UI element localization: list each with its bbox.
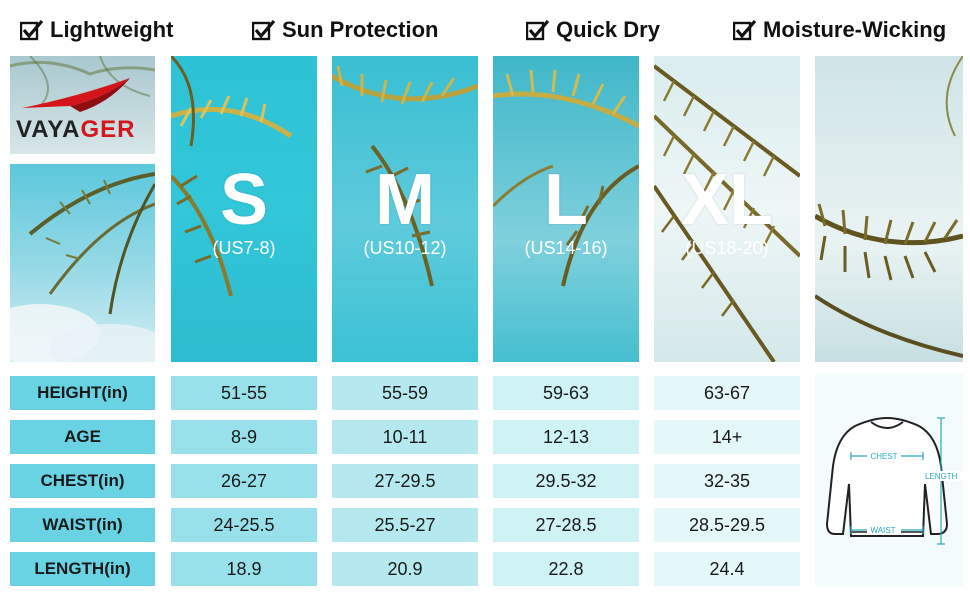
size-us-range: (US18-20) <box>685 238 769 258</box>
palm-leaves-icon <box>654 64 800 362</box>
checkbox-check-icon <box>252 19 276 41</box>
row-label-chest: CHEST(in) <box>10 464 155 498</box>
row-label-length: LENGTH(in) <box>10 552 155 586</box>
table-cell: 27-28.5 <box>493 508 639 542</box>
palm-leaves-icon <box>493 69 639 287</box>
size-panel-m: M (US10-12) <box>332 56 478 362</box>
table-cell: 32-35 <box>654 464 800 498</box>
size-us-range: (US14-16) <box>524 238 608 258</box>
table-cell: 63-67 <box>654 376 800 410</box>
checkbox-check-icon <box>733 19 757 41</box>
palm-photo-icon <box>10 56 155 112</box>
brand-part1: VAYA <box>16 116 81 143</box>
feature-label: Quick Dry <box>556 17 660 42</box>
feature-lightweight: Lightweight <box>20 14 173 46</box>
size-us-range: (US7-8) <box>212 238 276 258</box>
feature-label: Sun Protection <box>282 17 439 42</box>
palm-leaves-icon <box>171 56 293 297</box>
feature-moisture-wicking: Moisture-Wicking <box>733 14 946 46</box>
sweatshirt-icon: CHEST WAIST LENGTH <box>825 416 963 545</box>
palm-photo <box>10 164 155 362</box>
table-cell: 10-11 <box>332 420 478 454</box>
palm-photo-right <box>815 56 963 362</box>
feature-label: Lightweight <box>50 17 174 42</box>
row-label-height: HEIGHT(in) <box>10 376 155 410</box>
length-label: LENGTH <box>925 472 958 481</box>
table-cell: 20.9 <box>332 552 478 586</box>
sweatshirt-diagram: CHEST WAIST LENGTH <box>815 374 963 586</box>
table-cell: 28.5-29.5 <box>654 508 800 542</box>
brand-logo: VAYAGER <box>10 56 155 154</box>
feature-label: Moisture-Wicking <box>763 17 947 42</box>
palm-leaves-icon <box>815 56 963 358</box>
size-letter: S <box>219 160 269 240</box>
checkbox-check-icon <box>20 19 44 41</box>
table-cell: 29.5-32 <box>493 464 639 498</box>
feature-quick-dry: Quick Dry <box>526 14 660 46</box>
table-cell: 59-63 <box>493 376 639 410</box>
table-cell: 26-27 <box>171 464 317 498</box>
size-us-range: (US10-12) <box>363 238 447 258</box>
size-letter: XL <box>680 160 773 240</box>
table-cell: 51-55 <box>171 376 317 410</box>
size-letter: M <box>375 160 435 240</box>
table-cell: 18.9 <box>171 552 317 586</box>
size-panel-l: L (US14-16) <box>493 56 639 362</box>
table-cell: 55-59 <box>332 376 478 410</box>
chest-label: CHEST <box>870 452 897 461</box>
row-label-age: AGE <box>10 420 155 454</box>
size-panel-xl: XL (US18-20) <box>654 56 800 362</box>
table-cell: 24.4 <box>654 552 800 586</box>
brand-part2: GER <box>80 116 136 143</box>
size-letter: L <box>544 160 588 240</box>
table-cell: 24-25.5 <box>171 508 317 542</box>
table-cell: 14+ <box>654 420 800 454</box>
feature-sun-protection: Sun Protection <box>252 14 438 46</box>
brand-wordmark: VAYAGER <box>16 116 136 144</box>
size-panel-s: S (US7-8) <box>171 56 317 362</box>
row-label-waist: WAIST(in) <box>10 508 155 542</box>
table-cell: 27-29.5 <box>332 464 478 498</box>
table-cell: 8-9 <box>171 420 317 454</box>
checkbox-check-icon <box>526 19 550 41</box>
palm-leaves-icon <box>10 172 155 362</box>
table-cell: 22.8 <box>493 552 639 586</box>
palm-leaves-icon <box>332 65 478 287</box>
waist-label: WAIST <box>870 526 895 535</box>
table-cell: 12-13 <box>493 420 639 454</box>
table-cell: 25.5-27 <box>332 508 478 542</box>
